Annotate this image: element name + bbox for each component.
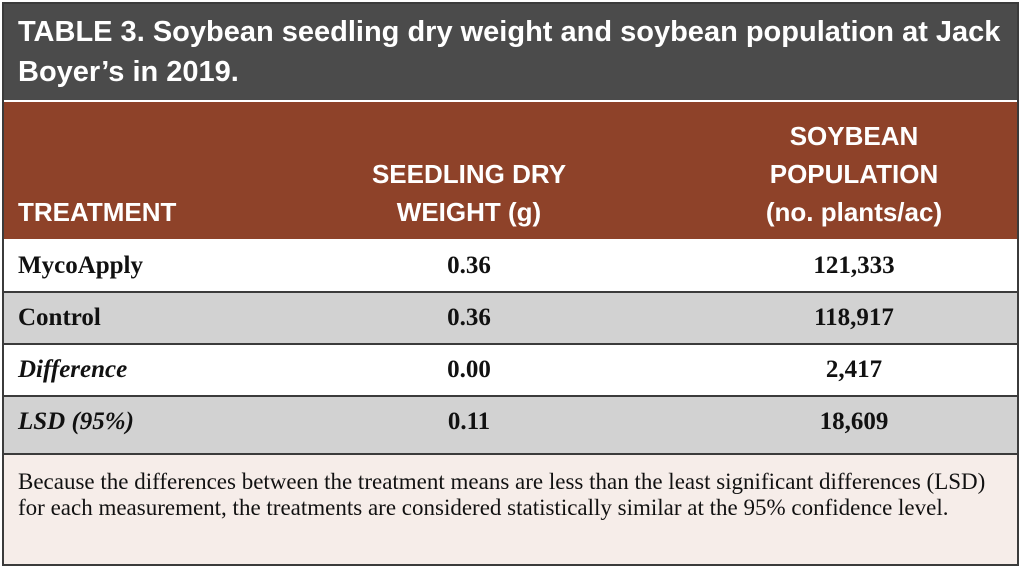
treatment-cell: MycoApply <box>18 252 143 279</box>
header-treatment: TREATMENT <box>18 193 176 231</box>
population-cell: 118,917 <box>814 304 894 331</box>
header-population-line: (no. plants/ac) <box>765 197 943 227</box>
header-population-line: POPULATION <box>769 159 939 189</box>
header-weight-line: SEEDLING DRY <box>371 159 567 189</box>
treatment-cell: LSD (95%) <box>18 408 134 435</box>
treatment-cell: Control <box>18 304 101 331</box>
table-row: Control 0.36 118,917 <box>4 293 1017 345</box>
table-footnote: Because the differences between the trea… <box>4 455 1017 564</box>
population-cell: 121,333 <box>813 252 895 279</box>
population-cell: 2,417 <box>825 356 883 383</box>
table-row: Difference 0.00 2,417 <box>4 345 1017 397</box>
weight-cell: 0.36 <box>447 252 491 279</box>
table-number: TABLE 3. <box>18 16 145 48</box>
table-header: TREATMENT SEEDLING DRY WEIGHT (g) SOYBEA… <box>4 100 1017 241</box>
header-seedling-dry-weight: SEEDLING DRY WEIGHT (g) <box>334 155 604 231</box>
treatment-cell: Difference <box>18 356 128 383</box>
header-treatment-line: TREATMENT <box>18 197 177 227</box>
header-soybean-population: SOYBEAN POPULATION (no. plants/ac) <box>709 117 999 231</box>
population-cell: 18,609 <box>819 408 889 435</box>
header-weight-line: WEIGHT (g) <box>396 197 542 227</box>
weight-cell: 0.36 <box>447 304 491 331</box>
weight-cell: 0.11 <box>447 408 491 435</box>
table-title: TABLE 3. Soybean seedling dry weight and… <box>4 4 1017 100</box>
header-population-line: SOYBEAN <box>789 121 919 151</box>
table-caption: Soybean seedling dry weight and soybean … <box>18 16 1001 88</box>
table-row: LSD (95%) 0.11 18,609 <box>4 397 1017 455</box>
weight-cell: 0.00 <box>447 356 491 383</box>
table-row: MycoApply 0.36 121,333 <box>4 241 1017 293</box>
